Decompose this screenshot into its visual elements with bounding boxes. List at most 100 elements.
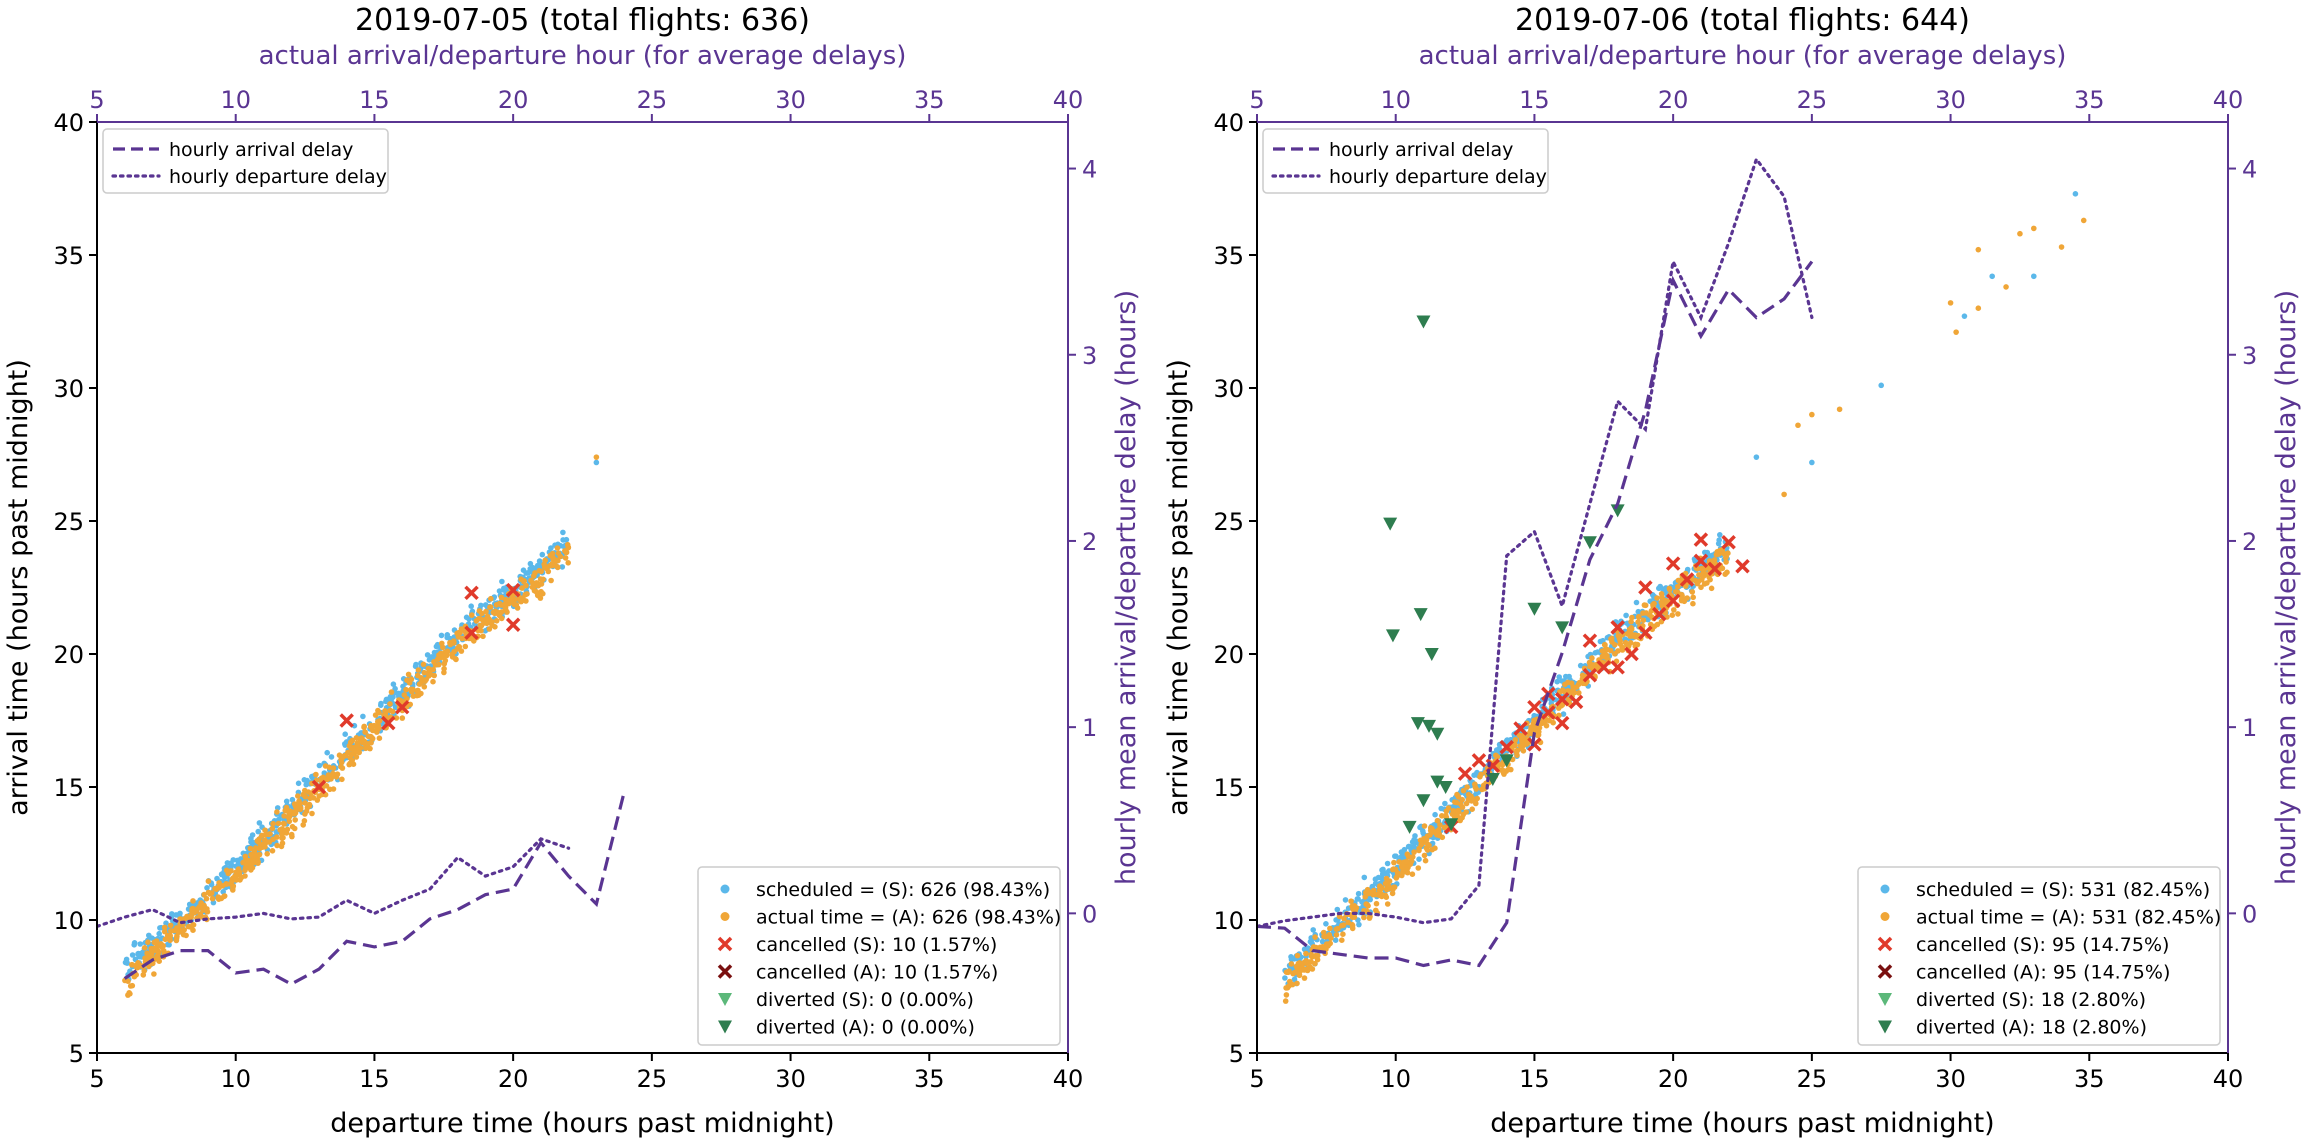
actual-point — [1319, 945, 1325, 952]
actual-point — [480, 633, 486, 640]
actual-point — [190, 898, 196, 904]
actual-point — [393, 715, 400, 721]
x-tick-label: 15 — [359, 1065, 390, 1093]
scheduled-point — [1355, 890, 1362, 897]
actual-point — [554, 545, 561, 551]
cancelled-marker — [464, 585, 479, 601]
outlier-point — [593, 454, 600, 460]
scheduled-point — [186, 901, 193, 908]
actual-point — [279, 831, 285, 837]
top-x-tick-label: 25 — [637, 86, 668, 114]
top-x-tick-label: 20 — [1658, 86, 1689, 114]
actual-point — [1629, 614, 1635, 621]
x-tick-label: 25 — [1797, 1065, 1828, 1093]
actual-point — [1615, 648, 1621, 654]
legend-bottom-box — [697, 866, 1061, 1046]
legend-bottom-label: scheduled = (S): 531 (82.45%) — [1916, 879, 2210, 901]
cancelled-marker — [1499, 739, 1514, 755]
actual-point — [177, 916, 183, 922]
actual-point — [415, 667, 422, 673]
scheduled-point — [157, 925, 163, 931]
scheduled-point — [156, 930, 162, 937]
actual-point — [1290, 970, 1296, 977]
scheduled-point — [1375, 874, 1382, 881]
actual-point — [1570, 684, 1576, 690]
scheduled-point — [1657, 583, 1663, 590]
actual-point — [270, 836, 276, 843]
actual-point — [151, 947, 158, 954]
actual-point — [439, 640, 445, 647]
actual-point — [1681, 598, 1688, 605]
actual-point — [1472, 781, 1478, 787]
actual-point — [488, 595, 494, 602]
outlier-point — [2031, 273, 2037, 280]
cancelled-marker — [1624, 646, 1639, 662]
scheduled-point — [1356, 921, 1362, 928]
actual-point — [1382, 892, 1389, 899]
actual-point — [1690, 594, 1696, 601]
actual-point — [153, 938, 160, 944]
scheduled-point — [1692, 558, 1699, 564]
actual-point — [292, 810, 299, 816]
scheduled-point — [1332, 937, 1339, 943]
legend-marker — [720, 912, 730, 921]
legend-top-label: hourly departure delay — [169, 166, 387, 188]
actual-point — [269, 848, 276, 854]
scheduled-point — [1354, 896, 1361, 902]
y-tick-label: 15 — [53, 774, 84, 802]
scheduled-point — [124, 960, 130, 966]
right-y-tick-label: 1 — [2242, 714, 2257, 742]
actual-point — [421, 669, 428, 676]
legend-bottom-label: scheduled = (S): 626 (98.43%) — [756, 879, 1050, 901]
actual-point — [1294, 952, 1301, 959]
actual-point — [302, 787, 308, 794]
actual-point — [458, 648, 465, 654]
scheduled-point — [536, 558, 543, 564]
actual-point — [1589, 655, 1595, 661]
actual-point — [1460, 787, 1467, 794]
actual-point — [221, 893, 228, 899]
x-tick-label: 15 — [1519, 1065, 1550, 1093]
actual-point — [554, 564, 561, 570]
scheduled-point — [137, 941, 143, 947]
scheduled-point — [1563, 673, 1569, 680]
legend-marker — [718, 993, 732, 1006]
legend-top: hourly arrival delay hourly departure del… — [1262, 128, 1549, 194]
actual-point — [188, 914, 194, 921]
actual-point — [538, 581, 545, 587]
actual-point — [503, 601, 509, 608]
actual-point — [478, 627, 484, 634]
y-tick-label: 30 — [1213, 375, 1244, 403]
actual-point — [269, 825, 276, 832]
actual-point — [489, 622, 495, 628]
actual-point — [1339, 937, 1345, 943]
actual-point — [542, 557, 548, 564]
scheduled-point — [466, 616, 472, 622]
actual-point — [1432, 845, 1438, 851]
cancelled-marker — [1582, 668, 1598, 683]
right-y-tick-label: 2 — [2242, 528, 2257, 556]
actual-point — [205, 878, 212, 884]
scheduled-point — [1420, 828, 1426, 834]
legend-bottom-label: actual time = (A): 626 (98.43%) — [756, 907, 1061, 929]
actual-point — [141, 968, 147, 974]
scheduled-point — [1288, 954, 1294, 960]
legend-bottom: scheduled = (S): 531 (82.45%) actual time… — [1857, 866, 2221, 1046]
actual-point — [1698, 584, 1704, 591]
x-tick-label: 20 — [1658, 1065, 1689, 1093]
actual-point — [223, 867, 230, 874]
actual-point — [1335, 925, 1341, 932]
actual-point — [415, 692, 422, 698]
actual-point — [242, 853, 249, 860]
scheduled-point — [434, 641, 441, 648]
actual-point — [498, 594, 505, 601]
actual-point — [1433, 829, 1440, 835]
scheduled-point — [444, 632, 451, 638]
actual-point — [349, 737, 356, 744]
actual-point — [430, 666, 436, 673]
actual-point — [1669, 612, 1676, 618]
x-tick-label: 5 — [1249, 1065, 1264, 1093]
cancelled-marker — [1652, 606, 1667, 622]
cancelled-marker — [1568, 694, 1584, 710]
actual-point — [1308, 959, 1314, 965]
